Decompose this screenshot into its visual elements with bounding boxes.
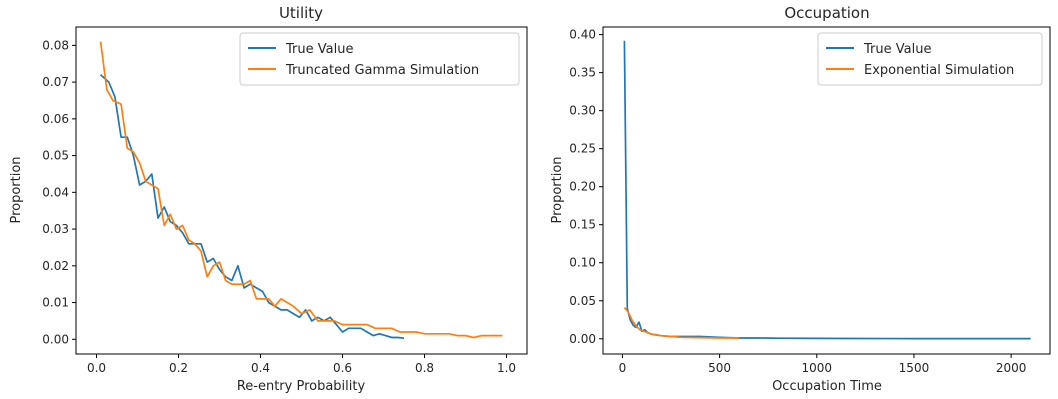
y-tick-label: 0.35: [569, 66, 596, 80]
occupation-chart: Occupation Occupation Time Proportion 0 5…: [550, 4, 1051, 394]
y-tick-label: 0.00: [569, 332, 596, 346]
x-tick-label: 1.0: [497, 361, 516, 375]
y-tick-label: 0.07: [42, 75, 69, 89]
y-tick-label: 0.20: [569, 180, 596, 194]
y-tick-label: 0.02: [42, 259, 69, 273]
series-line-2: [623, 307, 739, 339]
x-tick-label: 2000: [996, 361, 1027, 375]
y-tick-label: 0.10: [569, 256, 596, 270]
ticks: 0.0 0.2 0.4 0.6 0.8 1.0 0.00 0.01 0.02 0.03 0.04 0.…: [42, 38, 516, 375]
legend-label: Truncated Gamma Simulation: [285, 63, 479, 78]
axes-frame: [602, 26, 1051, 355]
chart-title: Occupation: [784, 4, 869, 22]
x-tick-label: 0.0: [87, 361, 106, 375]
utility-chart: Utility Re-entry Probability Proportion …: [9, 4, 528, 394]
x-tick-label: 500: [708, 361, 731, 375]
y-tick-label: 0.05: [569, 294, 596, 308]
plot-lines: [99, 41, 503, 340]
x-tick-label: 0.6: [333, 361, 352, 375]
y-tick-label: 0.01: [42, 296, 69, 310]
legend: True Value Truncated Gamma Simulation: [239, 32, 520, 86]
x-axis-label: Re-entry Probability: [237, 379, 366, 394]
y-axis-label: Proportion: [9, 156, 24, 223]
y-tick-label: 0.30: [569, 104, 596, 118]
x-tick-label: 0.2: [169, 361, 188, 375]
x-axis-label: Occupation Time: [772, 379, 882, 394]
x-tick-label: 0.4: [251, 361, 270, 375]
y-axis-label: Proportion: [550, 156, 565, 223]
legend-box: [239, 32, 520, 86]
y-tick-label: 0.04: [42, 185, 69, 199]
legend-label: True Value: [863, 42, 931, 57]
x-tick-label: 0: [619, 361, 627, 375]
chart-title: Utility: [279, 4, 323, 22]
series-line-2: [99, 41, 503, 339]
series-line-1: [100, 74, 405, 340]
y-tick-label: 0.25: [569, 142, 596, 156]
y-tick-label: 0.00: [42, 332, 69, 346]
x-tick-label: 1000: [802, 361, 833, 375]
y-tick-label: 0.40: [569, 28, 596, 42]
y-tick-label: 0.15: [569, 218, 596, 232]
legend: True Value Exponential Simulation: [817, 32, 1043, 86]
y-tick-label: 0.08: [42, 38, 69, 52]
x-tick-label: 1500: [899, 361, 930, 375]
ticks: 0 500 1000 1500 2000 0.00 0.05 0.10 0.15 0.20 0.25…: [569, 28, 1026, 375]
axes-frame: [75, 26, 528, 355]
legend-label: True Value: [285, 42, 353, 57]
legend-label: Exponential Simulation: [864, 63, 1014, 78]
y-tick-label: 0.03: [42, 222, 69, 236]
x-tick-label: 0.8: [415, 361, 434, 375]
legend-box: [817, 32, 1043, 86]
plot-lines: [623, 40, 1031, 340]
y-tick-label: 0.05: [42, 149, 69, 163]
y-tick-label: 0.06: [42, 112, 69, 126]
